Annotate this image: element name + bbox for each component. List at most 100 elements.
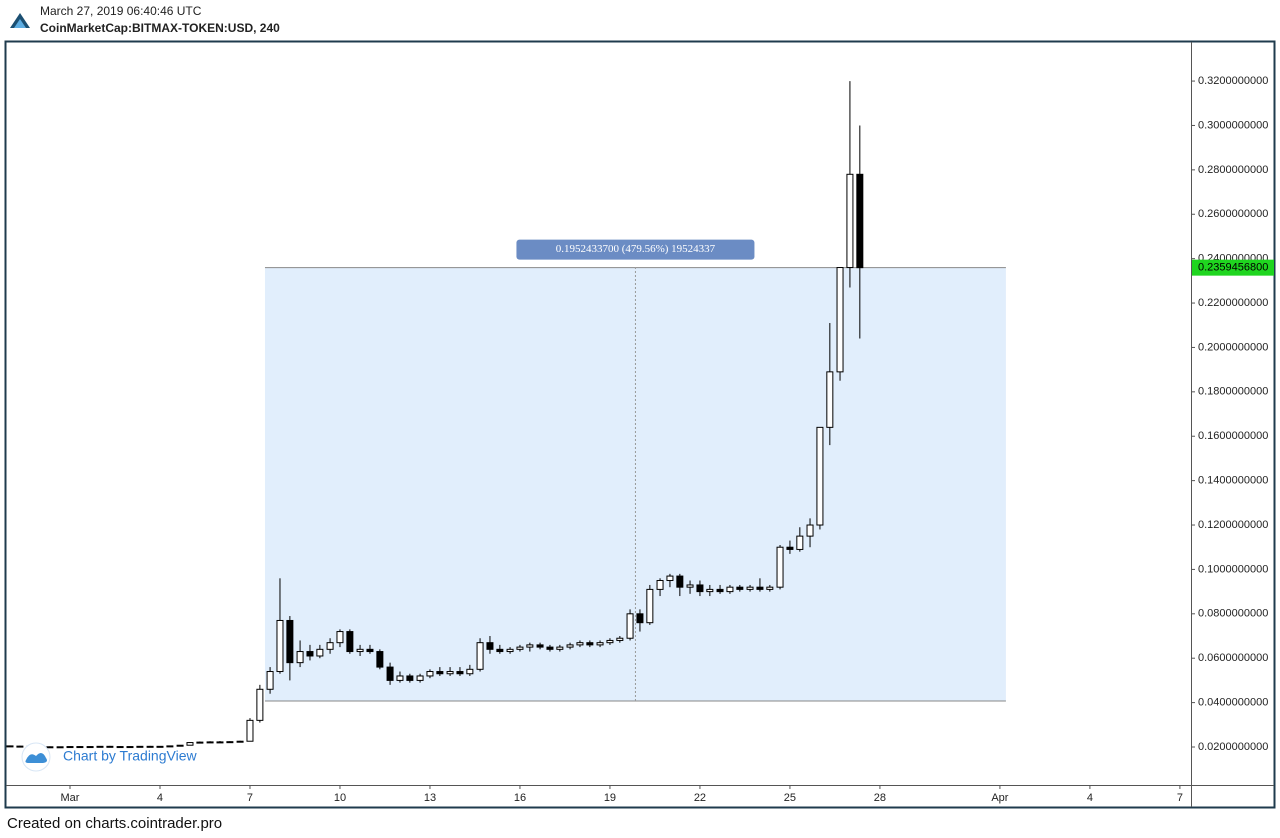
candle-body (246, 719, 254, 742)
candle-body (576, 642, 584, 646)
watermark-text: Chart by TradingView (63, 748, 197, 764)
candle-body (226, 741, 234, 744)
y-tick-label: 0.1600000000 (1198, 430, 1268, 442)
candle-body (626, 613, 634, 639)
candle-body (556, 646, 564, 650)
last-price-label: 0.2359456800 (1198, 262, 1268, 274)
y-tick-label: 0.1200000000 (1198, 519, 1268, 531)
candle-body (856, 173, 864, 269)
candle-body (46, 746, 54, 749)
candle-body (6, 745, 14, 748)
candle-body (586, 642, 594, 646)
x-tick-label: 22 (694, 792, 706, 804)
candle-body (676, 575, 684, 588)
candle-body (496, 648, 504, 653)
candle-body (356, 648, 364, 653)
candle-body (826, 371, 834, 428)
candle-body (756, 586, 764, 590)
candle-body (406, 675, 414, 681)
x-tick-label: 19 (604, 792, 616, 804)
candle-body (306, 651, 314, 657)
candle-body (256, 688, 264, 721)
candle-body (266, 671, 274, 690)
logo (10, 13, 30, 28)
candle-body (486, 642, 494, 650)
x-tick-label: Mar (61, 792, 80, 804)
candle-body (106, 745, 114, 748)
candle-body (186, 742, 194, 746)
candle-body (476, 642, 484, 670)
candle-body (156, 745, 164, 748)
candle-body (116, 746, 124, 749)
candle-body (636, 613, 644, 624)
x-tick-label: 16 (514, 792, 526, 804)
candle-body (746, 586, 754, 590)
x-tick-label: 4 (157, 792, 163, 804)
last-price-box (1192, 259, 1274, 276)
candle-body (146, 745, 154, 748)
candle-body (326, 642, 334, 650)
candle-body (696, 584, 704, 593)
candle-body (606, 639, 614, 644)
candle-body (56, 746, 64, 749)
candle-body (716, 588, 724, 593)
x-tick-label: 28 (874, 792, 886, 804)
candle-body (376, 651, 384, 668)
x-tick-label: 7 (247, 792, 253, 804)
y-tick-label: 0.2600000000 (1198, 208, 1268, 220)
candle-body (296, 651, 304, 664)
candle-body (736, 586, 744, 590)
candle-body (506, 648, 514, 653)
y-tick-label: 0.1800000000 (1198, 386, 1268, 398)
candle-body (766, 586, 774, 590)
candle-body (336, 631, 344, 644)
candle-body (236, 740, 244, 743)
candle-body (66, 746, 74, 749)
candle-body (796, 535, 804, 550)
candle-body (616, 637, 624, 641)
y-tick-label: 0.0400000000 (1198, 697, 1268, 709)
candle-body (706, 588, 714, 593)
y-tick-label: 0.2800000000 (1198, 164, 1268, 176)
y-tick-label: 0.3000000000 (1198, 119, 1268, 131)
candle-body (166, 745, 174, 748)
y-tick-label: 0.3200000000 (1198, 75, 1268, 87)
candle-body (16, 745, 24, 748)
y-tick-label: 0.0800000000 (1198, 608, 1268, 620)
candle-body (726, 586, 734, 593)
x-tick-label: 4 (1087, 792, 1093, 804)
measure-label: 0.1952433700 (479.56%) 19524337 (556, 243, 716, 255)
candle-body (596, 642, 604, 646)
y-tick-label: 0.1400000000 (1198, 475, 1268, 487)
x-tick-label: 25 (784, 792, 796, 804)
candle-body (646, 588, 654, 624)
y-tick-label: 0.0600000000 (1198, 652, 1268, 664)
candle-body (176, 744, 184, 747)
candle-body (446, 671, 454, 675)
y-tick-label: 0.0200000000 (1198, 741, 1268, 753)
measure-label-bg (516, 239, 755, 260)
candle-body (666, 575, 674, 582)
candle-body (396, 675, 404, 681)
candle-body (366, 648, 374, 653)
candle-body (786, 546, 794, 550)
candle-body (836, 267, 844, 373)
candle-body (536, 644, 544, 648)
candle-body (206, 741, 214, 744)
candle-body (76, 746, 84, 749)
candle-body (136, 745, 144, 748)
x-tick-label: 13 (424, 792, 436, 804)
x-tick-label: 10 (334, 792, 346, 804)
symbol: CoinMarketCap:BITMAX-TOKEN:USD, 240 (40, 21, 280, 35)
candle-body (216, 741, 224, 744)
candle-body (86, 746, 94, 749)
candle-body (96, 745, 104, 748)
candle-body (126, 746, 134, 749)
candle-body (196, 741, 204, 744)
candle-body (816, 426, 824, 526)
candle-body (776, 546, 784, 588)
timestamp: March 27, 2019 06:40:46 UTC (40, 4, 202, 18)
candle-body (276, 619, 284, 673)
